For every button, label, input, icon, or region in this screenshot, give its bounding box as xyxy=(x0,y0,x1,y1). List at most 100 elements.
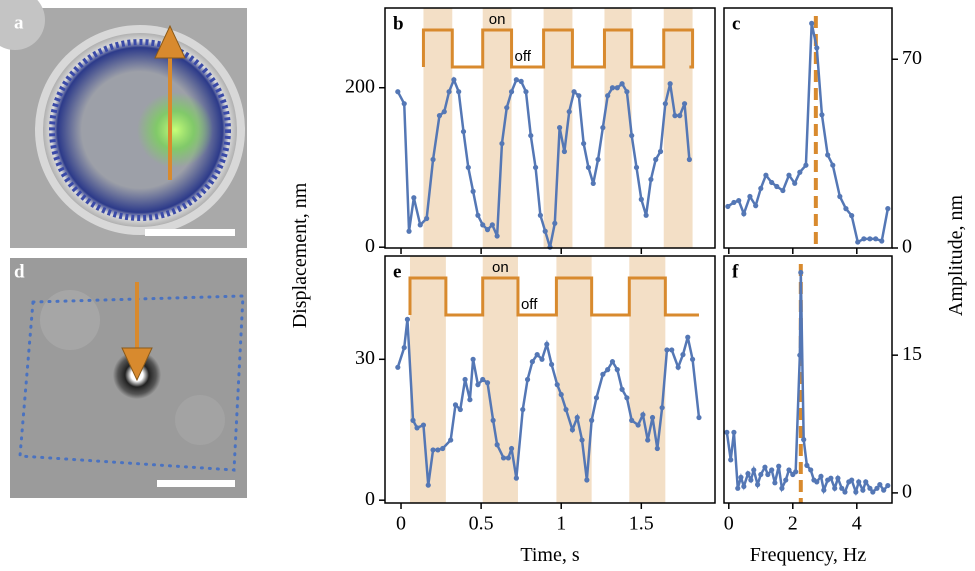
data-point xyxy=(484,380,491,386)
data-point xyxy=(763,172,769,178)
data-point xyxy=(680,352,686,358)
data-point xyxy=(547,244,553,250)
x-tick-label: 0.5 xyxy=(469,513,494,535)
data-point xyxy=(681,101,688,107)
data-point xyxy=(494,442,500,448)
data-point xyxy=(539,356,545,362)
data-point xyxy=(879,238,885,244)
chart: on off 0 30 0 0.5 1 1.5 e Time, s xyxy=(355,255,716,566)
data-point xyxy=(457,406,463,413)
data-point xyxy=(446,89,452,95)
data-point xyxy=(741,483,747,490)
data-point xyxy=(452,402,459,408)
data-point xyxy=(849,477,855,483)
data-point xyxy=(662,101,668,107)
data-point xyxy=(724,429,730,435)
data-point xyxy=(574,414,580,421)
data-point xyxy=(870,489,876,495)
data-point xyxy=(830,162,836,168)
data-point xyxy=(456,89,462,95)
data-point xyxy=(769,179,775,186)
data-point xyxy=(529,359,535,365)
y-axis-label: Amplitude, nm xyxy=(945,195,967,317)
data-point xyxy=(654,445,660,452)
data-point xyxy=(755,482,761,488)
data-point xyxy=(738,474,744,480)
data-point xyxy=(818,473,824,479)
data-point xyxy=(544,341,550,347)
data-point xyxy=(411,195,417,201)
data-point xyxy=(881,487,887,493)
on-interval xyxy=(482,8,512,248)
data-point xyxy=(581,140,587,147)
data-point xyxy=(643,212,649,218)
on-interval xyxy=(409,256,446,503)
data-point xyxy=(633,164,640,171)
data-point xyxy=(484,227,491,233)
data-point xyxy=(549,361,555,368)
data-point xyxy=(470,188,476,194)
data-point xyxy=(731,199,737,206)
data-point xyxy=(395,89,401,95)
data-point xyxy=(609,359,616,365)
data-point xyxy=(648,176,654,183)
stimulus-wave xyxy=(408,276,699,317)
on-interval xyxy=(604,8,632,248)
data-point xyxy=(635,422,641,428)
data-point xyxy=(745,471,751,477)
data-point xyxy=(843,206,849,212)
data-point xyxy=(589,417,595,423)
data-point xyxy=(669,347,675,353)
data-point xyxy=(569,427,576,433)
data-point xyxy=(579,437,585,443)
panel-label: a xyxy=(14,12,24,33)
data-point xyxy=(523,89,529,95)
data-point xyxy=(436,113,443,119)
data-point xyxy=(435,447,441,453)
y-tick-label: 200 xyxy=(345,75,375,97)
axes-frame xyxy=(723,255,893,504)
data-point xyxy=(731,429,737,435)
data-point xyxy=(518,78,524,84)
data-point xyxy=(554,382,560,388)
x-tick-label: 2 xyxy=(788,513,798,535)
data-point xyxy=(645,437,651,443)
y-tick-label: 0 xyxy=(902,480,912,502)
data-point xyxy=(885,482,891,489)
data-point xyxy=(600,125,606,131)
data-point xyxy=(424,215,430,222)
data-point xyxy=(505,455,511,461)
data-point xyxy=(793,469,799,475)
data-line xyxy=(725,272,889,497)
data-point xyxy=(475,212,481,218)
data-point xyxy=(685,334,691,340)
data-point xyxy=(863,479,869,485)
panel-label: c xyxy=(732,13,740,34)
data-point xyxy=(667,81,673,87)
data-point xyxy=(725,203,731,210)
data-point xyxy=(448,437,454,443)
data-point xyxy=(696,414,702,421)
data-point xyxy=(600,371,606,377)
data-point xyxy=(624,395,630,401)
data-point xyxy=(460,128,467,135)
data-point xyxy=(809,20,815,26)
data-point xyxy=(728,457,734,463)
data-point xyxy=(783,477,789,483)
data-point xyxy=(417,222,423,228)
data-point xyxy=(629,417,635,423)
data-point xyxy=(534,352,540,358)
x-axis-label: Time, s xyxy=(520,544,580,566)
data-point xyxy=(629,132,635,139)
panel-label: d xyxy=(14,261,25,282)
x-tick-label: 4 xyxy=(852,513,862,535)
x-axis-label: Frequency, Hz xyxy=(750,544,867,566)
data-point xyxy=(828,475,834,481)
data-point xyxy=(814,45,820,51)
data-point xyxy=(470,356,476,362)
data-point xyxy=(571,89,577,95)
data-point xyxy=(614,85,620,91)
data-point xyxy=(803,162,809,168)
data-point xyxy=(821,487,827,493)
